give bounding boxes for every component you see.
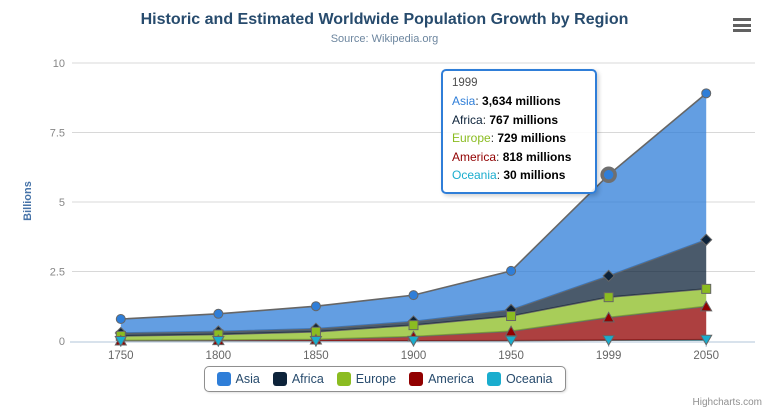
hamburger-icon bbox=[732, 18, 752, 33]
marker-asia-1950[interactable] bbox=[506, 265, 517, 276]
tooltip-series-name: Asia bbox=[452, 94, 476, 108]
marker-oceania-1950[interactable] bbox=[504, 335, 518, 347]
tooltip-series-value: 3,634 millions bbox=[482, 94, 561, 108]
marker-asia-1800[interactable] bbox=[213, 308, 224, 319]
legend-label: Africa bbox=[291, 372, 324, 386]
marker-oceania-1900[interactable] bbox=[407, 335, 420, 347]
tooltip-row-america: America: 818 millions bbox=[452, 149, 572, 164]
area-asia[interactable] bbox=[120, 93, 707, 333]
tooltip-row-asia: Asia: 3,634 millions bbox=[452, 94, 561, 108]
marker-europe-1950[interactable] bbox=[506, 311, 517, 322]
tooltip-series-value: 818 millions bbox=[502, 149, 572, 164]
x-axis-label: 1950 bbox=[498, 350, 524, 362]
tooltip-series-value: 729 millions bbox=[497, 131, 567, 145]
legend: Asia Africa Europe America Oceania bbox=[203, 366, 566, 392]
tooltip-series-name: Europe bbox=[452, 131, 491, 145]
x-axis-label: 1750 bbox=[108, 350, 134, 362]
marker-africa-2050[interactable] bbox=[700, 233, 713, 246]
credits-link[interactable]: Highcharts.com bbox=[692, 397, 762, 408]
x-axis-label: 2050 bbox=[693, 350, 719, 362]
legend-swatch-asia bbox=[216, 372, 231, 386]
legend-swatch-oceania bbox=[486, 372, 501, 386]
legend-item-africa[interactable]: Africa bbox=[272, 372, 324, 386]
y-axis-title: Billions bbox=[22, 181, 34, 221]
marker-africa-1999[interactable] bbox=[602, 269, 615, 283]
legend-swatch-europe bbox=[336, 372, 351, 386]
y-axis-label: 7.5 bbox=[50, 128, 65, 140]
y-axis-label: 5 bbox=[59, 197, 65, 209]
marker-asia-1900[interactable] bbox=[408, 290, 419, 301]
legend-label: Europe bbox=[355, 372, 397, 386]
chart-subtitle: Source: Wikipedia.org bbox=[330, 33, 439, 45]
legend-label: Asia bbox=[235, 372, 260, 386]
marker-europe-2050[interactable] bbox=[701, 283, 712, 294]
area-africa[interactable] bbox=[120, 239, 707, 336]
chart-title: Historic and Estimated Worldwide Populat… bbox=[140, 11, 629, 28]
tooltip-row-europe: Europe: 729 millions bbox=[452, 131, 567, 145]
tooltip-series-name: America bbox=[452, 149, 497, 164]
legend-item-oceania[interactable]: Oceania bbox=[486, 372, 553, 386]
legend-item-america[interactable]: America bbox=[409, 372, 474, 386]
marker-oceania-1999[interactable] bbox=[602, 335, 616, 347]
context-menu-button[interactable] bbox=[729, 13, 755, 37]
x-axis-label: 1999 bbox=[596, 350, 622, 362]
marker-europe-1900[interactable] bbox=[408, 320, 419, 331]
area-america[interactable] bbox=[120, 306, 707, 341]
marker-asia-1750[interactable] bbox=[115, 314, 126, 325]
legend-label: America bbox=[428, 372, 474, 386]
marker-europe-1999[interactable] bbox=[603, 292, 614, 303]
legend-swatch-america bbox=[409, 372, 424, 386]
marker-oceania-1850[interactable] bbox=[309, 335, 323, 347]
tooltip-series-name: Oceania bbox=[452, 168, 497, 182]
marker-asia-1850[interactable] bbox=[310, 301, 321, 312]
hovered-point[interactable] bbox=[600, 166, 617, 184]
tooltip-row-africa: Africa: 767 millions bbox=[452, 112, 559, 127]
y-axis-label: 0 bbox=[59, 336, 65, 348]
legend-item-asia[interactable]: Asia bbox=[216, 372, 260, 386]
tooltip-series-value: 30 millions bbox=[503, 168, 566, 182]
legend-swatch-africa bbox=[272, 372, 287, 386]
tooltip-series-name: Africa bbox=[452, 112, 483, 127]
legend-item-europe[interactable]: Europe bbox=[336, 372, 397, 386]
legend-label: Oceania bbox=[505, 372, 553, 386]
tooltip-row-oceania: Oceania: 30 millions bbox=[452, 168, 566, 182]
tooltip: 1999 Asia: 3,634 millions Africa: 767 mil… bbox=[441, 69, 597, 194]
tooltip-series-value: 767 millions bbox=[489, 112, 559, 127]
x-axis-label: 1900 bbox=[401, 350, 427, 362]
marker-america-1999[interactable] bbox=[602, 311, 616, 323]
marker-oceania-1800[interactable] bbox=[211, 335, 225, 347]
marker-america-2050[interactable] bbox=[699, 300, 713, 312]
tooltip-header: 1999 bbox=[452, 77, 478, 89]
marker-asia-2050[interactable] bbox=[701, 88, 712, 99]
x-axis-label: 1850 bbox=[303, 350, 329, 362]
y-axis-label: 2.5 bbox=[50, 267, 65, 279]
x-axis-label: 1800 bbox=[206, 350, 232, 362]
y-axis-label: 10 bbox=[53, 58, 65, 70]
marker-oceania-1750[interactable] bbox=[114, 335, 128, 347]
marker-oceania-2050[interactable] bbox=[699, 334, 713, 346]
